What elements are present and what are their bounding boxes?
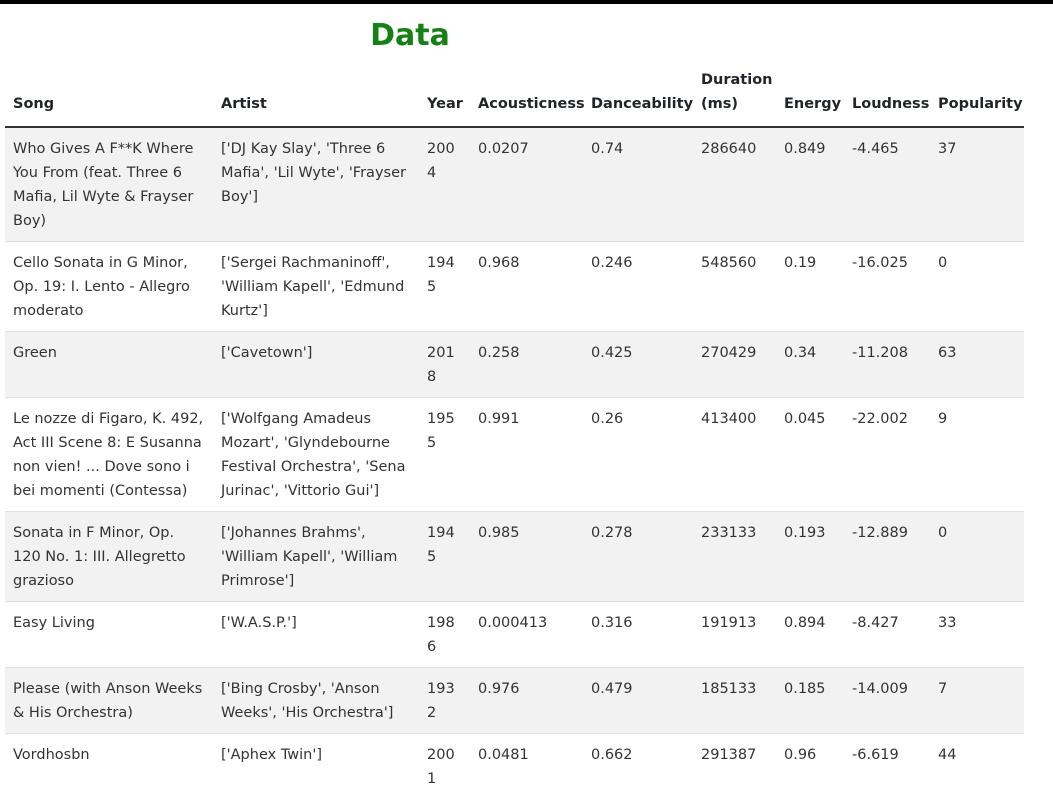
column-header-danceability: Danceability xyxy=(583,64,693,127)
table-cell-loudness: -12.889 xyxy=(844,512,930,602)
table-cell-year: 1986 xyxy=(419,602,470,668)
table-cell-artist: ['Sergei Rachmaninoff', 'William Kapell'… xyxy=(213,242,419,332)
column-header-year: Year xyxy=(419,64,470,127)
table-cell-duration-ms: 270429 xyxy=(693,332,776,398)
column-header-acousticness: Acousticness xyxy=(470,64,583,127)
table-cell-duration-ms: 413400 xyxy=(693,398,776,512)
column-header-artist: Artist xyxy=(213,64,419,127)
table-cell-danceability: 0.662 xyxy=(583,734,693,799)
table-cell-energy: 0.193 xyxy=(776,512,844,602)
table-cell-danceability: 0.26 xyxy=(583,398,693,512)
table-cell-duration-ms: 233133 xyxy=(693,512,776,602)
table-cell-popularity: 7 xyxy=(930,668,1024,734)
table-cell-popularity: 44 xyxy=(930,734,1024,799)
table-cell-popularity: 63 xyxy=(930,332,1024,398)
table-cell-popularity: 9 xyxy=(930,398,1024,512)
table-cell-loudness: -4.465 xyxy=(844,127,930,242)
table-cell-song: Please (with Anson Weeks & His Orchestra… xyxy=(5,668,213,734)
table-cell-duration-ms: 185133 xyxy=(693,668,776,734)
table-row: Le nozze di Figaro, K. 492, Act III Scen… xyxy=(5,398,1024,512)
table-cell-song: Cello Sonata in G Minor, Op. 19: I. Lent… xyxy=(5,242,213,332)
top-border xyxy=(0,0,1053,4)
table-cell-song: Green xyxy=(5,332,213,398)
table-cell-energy: 0.894 xyxy=(776,602,844,668)
table-cell-danceability: 0.479 xyxy=(583,668,693,734)
table-cell-acousticness: 0.968 xyxy=(470,242,583,332)
table-row: Sonata in F Minor, Op. 120 No. 1: III. A… xyxy=(5,512,1024,602)
table-cell-acousticness: 0.985 xyxy=(470,512,583,602)
table-cell-year: 2018 xyxy=(419,332,470,398)
table-cell-energy: 0.19 xyxy=(776,242,844,332)
column-header-duration-ms: Duration (ms) xyxy=(693,64,776,127)
table-cell-song: Sonata in F Minor, Op. 120 No. 1: III. A… xyxy=(5,512,213,602)
table-cell-loudness: -11.208 xyxy=(844,332,930,398)
table-cell-energy: 0.96 xyxy=(776,734,844,799)
table-cell-acousticness: 0.258 xyxy=(470,332,583,398)
table-cell-song: Vordhosbn xyxy=(5,734,213,799)
table-cell-danceability: 0.425 xyxy=(583,332,693,398)
table-cell-loudness: -16.025 xyxy=(844,242,930,332)
table-cell-loudness: -14.009 xyxy=(844,668,930,734)
table-cell-artist: ['Wolfgang Amadeus Mozart', 'Glyndebourn… xyxy=(213,398,419,512)
table-cell-year: 1945 xyxy=(419,512,470,602)
table-cell-danceability: 0.246 xyxy=(583,242,693,332)
table-cell-year: 1945 xyxy=(419,242,470,332)
table-cell-danceability: 0.278 xyxy=(583,512,693,602)
table-cell-year: 2001 xyxy=(419,734,470,799)
table-cell-duration-ms: 548560 xyxy=(693,242,776,332)
table-cell-energy: 0.34 xyxy=(776,332,844,398)
table-cell-popularity: 37 xyxy=(930,127,1024,242)
table-cell-popularity: 0 xyxy=(930,242,1024,332)
table-cell-danceability: 0.316 xyxy=(583,602,693,668)
table-cell-song: Easy Living xyxy=(5,602,213,668)
table-cell-acousticness: 0.0207 xyxy=(470,127,583,242)
table-cell-duration-ms: 191913 xyxy=(693,602,776,668)
table-cell-popularity: 0 xyxy=(930,512,1024,602)
table-cell-song: Le nozze di Figaro, K. 492, Act III Scen… xyxy=(5,398,213,512)
table-cell-artist: ['DJ Kay Slay', 'Three 6 Mafia', 'Lil Wy… xyxy=(213,127,419,242)
table-row: Who Gives A F**K Where You From (feat. T… xyxy=(5,127,1024,242)
table-cell-danceability: 0.74 xyxy=(583,127,693,242)
table-cell-artist: ['Johannes Brahms', 'William Kapell', 'W… xyxy=(213,512,419,602)
column-header-loudness: Loudness xyxy=(844,64,930,127)
table-cell-artist: ['Bing Crosby', 'Anson Weeks', 'His Orch… xyxy=(213,668,419,734)
table-cell-artist: ['Aphex Twin'] xyxy=(213,734,419,799)
table-cell-energy: 0.185 xyxy=(776,668,844,734)
table-cell-acousticness: 0.0481 xyxy=(470,734,583,799)
column-header-song: Song xyxy=(5,64,213,127)
column-header-energy: Energy xyxy=(776,64,844,127)
table-row: Cello Sonata in G Minor, Op. 19: I. Lent… xyxy=(5,242,1024,332)
table-cell-song: Who Gives A F**K Where You From (feat. T… xyxy=(5,127,213,242)
table-cell-duration-ms: 286640 xyxy=(693,127,776,242)
table-cell-loudness: -6.619 xyxy=(844,734,930,799)
table-cell-year: 1932 xyxy=(419,668,470,734)
table-cell-artist: ['W.A.S.P.'] xyxy=(213,602,419,668)
table-cell-loudness: -8.427 xyxy=(844,602,930,668)
table-row: Please (with Anson Weeks & His Orchestra… xyxy=(5,668,1024,734)
table-cell-artist: ['Cavetown'] xyxy=(213,332,419,398)
table-cell-acousticness: 0.976 xyxy=(470,668,583,734)
table-cell-popularity: 33 xyxy=(930,602,1024,668)
page-title: Data xyxy=(0,16,820,56)
table-cell-acousticness: 0.000413 xyxy=(470,602,583,668)
table-cell-energy: 0.045 xyxy=(776,398,844,512)
table-cell-loudness: -22.002 xyxy=(844,398,930,512)
table-cell-energy: 0.849 xyxy=(776,127,844,242)
table-cell-duration-ms: 291387 xyxy=(693,734,776,799)
table-cell-year: 2004 xyxy=(419,127,470,242)
column-header-popularity: Popularity xyxy=(930,64,1024,127)
table-cell-year: 1955 xyxy=(419,398,470,512)
table-body: Who Gives A F**K Where You From (feat. T… xyxy=(5,127,1024,799)
table-cell-acousticness: 0.991 xyxy=(470,398,583,512)
